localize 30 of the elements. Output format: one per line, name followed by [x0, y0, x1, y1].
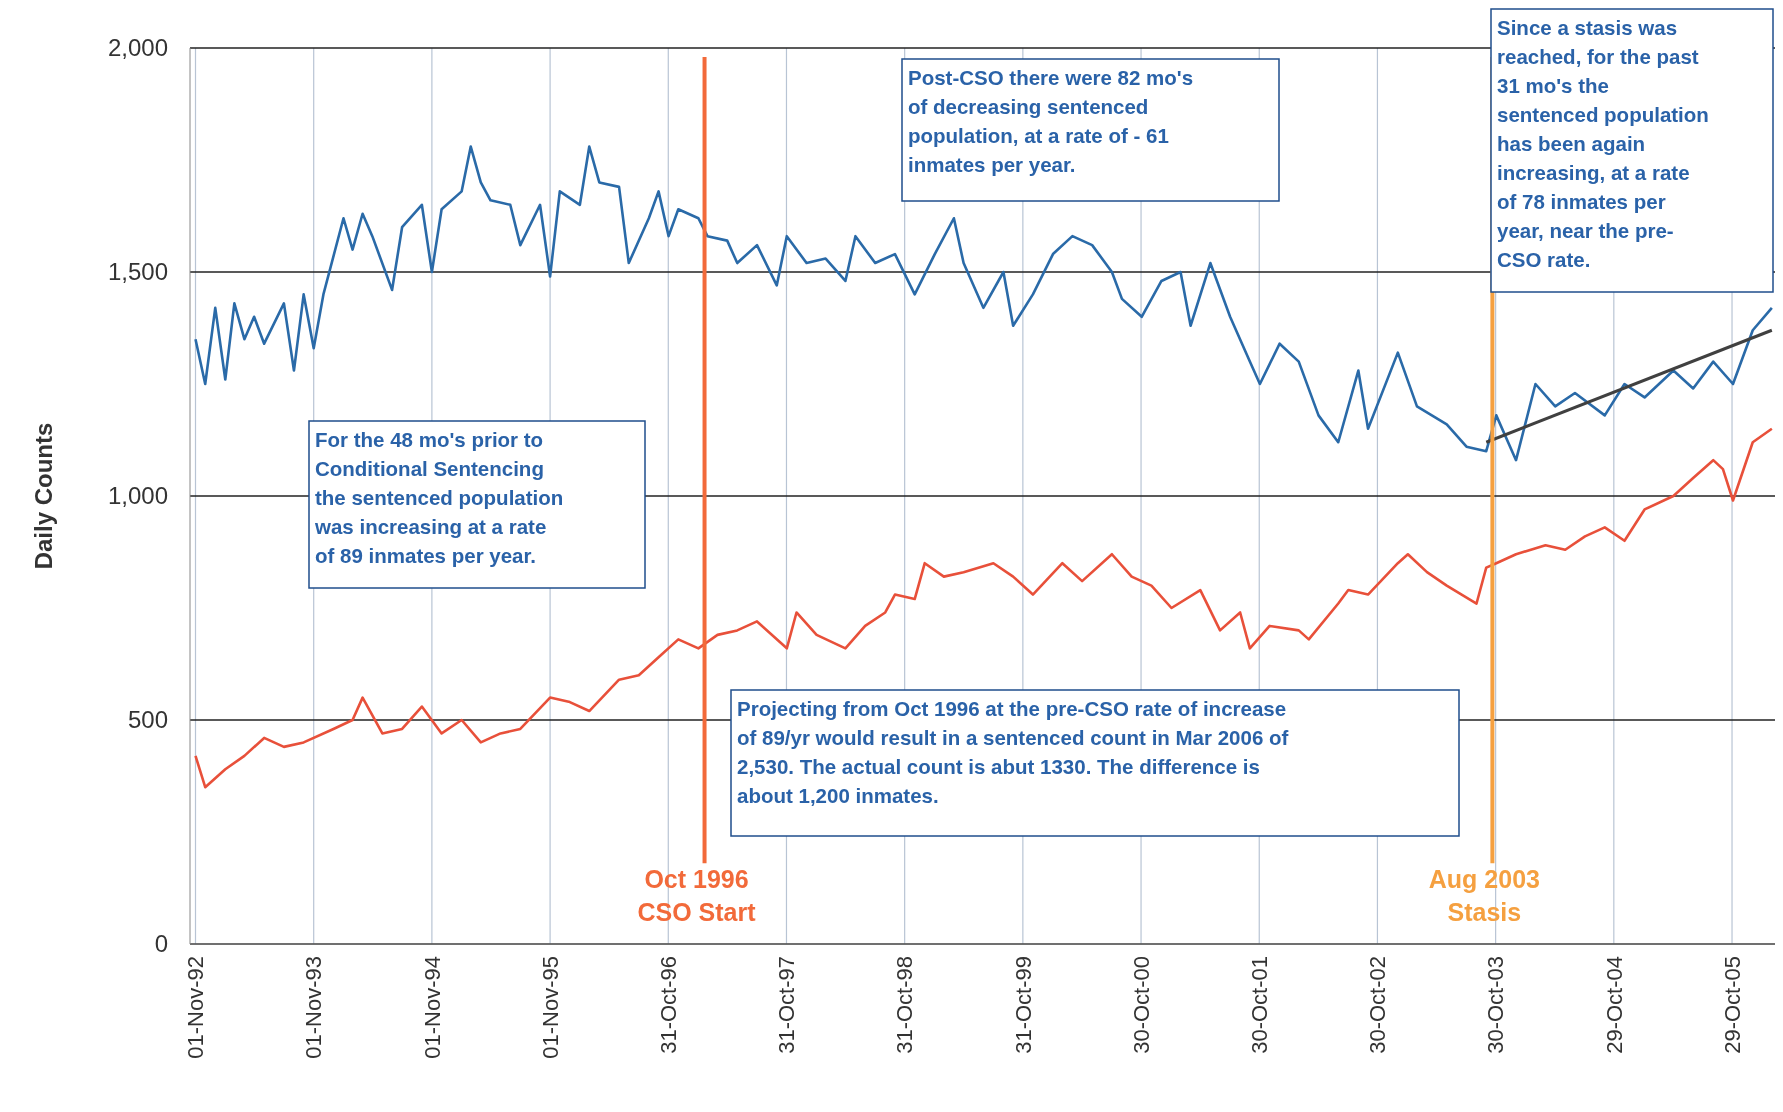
x-tick-label: 31-Oct-99 — [1010, 956, 1036, 1054]
y-tick-label: 1,500 — [107, 258, 168, 286]
y-axis-title: Daily Counts — [30, 422, 57, 570]
x-tick-label: 29-Oct-04 — [1601, 956, 1627, 1054]
annotation: Post-CSO there were 82 mo's of decreasing sentenced population, at a rate of - 61 inmates per year. — [908, 66, 1194, 176]
annotation: For the 48 mo's prior to Conditional Sentencing the sentenced population was increasing at a rate of 89 inmates per year. — [314, 428, 564, 567]
x-tick-label: 30-Oct-00 — [1128, 956, 1154, 1054]
line-series — [194, 427, 1774, 789]
x-tick-label: 01-Nov-92 — [183, 956, 209, 1059]
x-tick-label: 01-Nov-94 — [419, 956, 445, 1059]
note-box: Projecting from Oct 1996 at the pre-CSO rate of increase of 89/yr would result in a sentenced count in Mar 2006 of 2,530. The actual count is abut 1330. The difference is about 1,200 inmates. — [730, 689, 1460, 837]
x-tick-label: 31-Oct-96 — [655, 956, 681, 1054]
y-tick-label: 1,000 — [107, 482, 168, 510]
y-tick-label: 0 — [154, 930, 168, 958]
note-box: For the 48 mo's prior to Conditional Sentencing the sentenced population was increasing at a rate of 89 inmates per year. — [308, 420, 646, 589]
x-tick-label: 31-Oct-97 — [774, 956, 800, 1054]
x-tick-label: 30-Oct-03 — [1483, 956, 1509, 1054]
note-box: Post-CSO there were 82 mo's of decreasing sentenced population, at a rate of - 61 inmates per year. — [901, 58, 1280, 202]
annotation: Projecting from Oct 1996 at the pre-CSO rate of increase of 89/yr would result in a sentenced count in Mar 2006 of 2,530. The actual count is abut 1330. The difference is about 1,200 inmates. — [737, 697, 1289, 807]
x-tick-label: 30-Oct-02 — [1365, 956, 1391, 1054]
ref-line-label: Aug 2003 Stasis — [1428, 865, 1540, 926]
x-tick-label: 29-Oct-05 — [1719, 956, 1745, 1054]
ref-line-label: Oct 1996 CSO Start — [637, 865, 757, 926]
x-tick-label: 30-Oct-01 — [1246, 956, 1272, 1054]
note-box: Since a stasis was reached, for the past 31 mo's the sentenced population has been again increasing, at a rate of 78 inmates per year, near the pre- CSO rate. — [1490, 8, 1774, 293]
x-tick-label: 31-Oct-98 — [892, 956, 918, 1054]
x-tick-label: 01-Nov-95 — [537, 956, 563, 1059]
y-tick-label: 2,000 — [107, 34, 168, 62]
x-tick-label: 01-Nov-93 — [301, 956, 327, 1059]
y-tick-label: 500 — [127, 706, 168, 734]
